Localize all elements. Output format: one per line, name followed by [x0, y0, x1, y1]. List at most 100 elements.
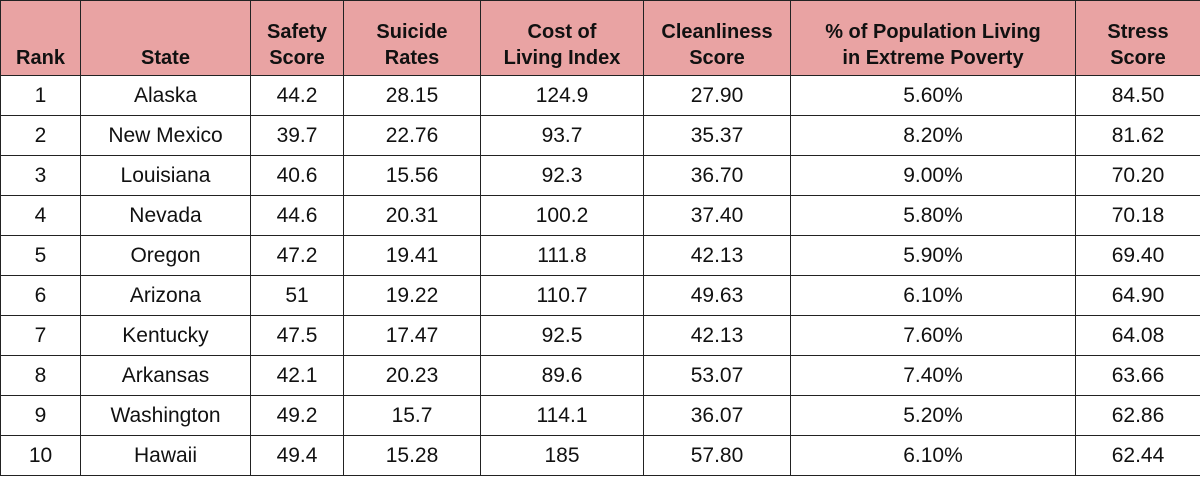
table-cell: Washington	[80, 395, 251, 436]
table-cell: 84.50	[1075, 75, 1200, 116]
table-cell: 7.60%	[790, 315, 1076, 356]
table-cell: 114.1	[480, 395, 644, 436]
table-cell: 5.20%	[790, 395, 1076, 436]
table-cell: 70.20	[1075, 155, 1200, 196]
table-cell: 15.56	[343, 155, 481, 196]
table-cell: 5.80%	[790, 195, 1076, 236]
table-cell: 5.60%	[790, 75, 1076, 116]
header-text: in Extreme Poverty	[842, 47, 1024, 69]
table-row: 3 Louisiana 40.6 15.56 92.3 36.70 9.00% 70.20	[0, 155, 1200, 196]
table-cell: 6.10%	[790, 435, 1076, 476]
header-text: Stress	[1107, 21, 1169, 43]
table-cell: 62.44	[1075, 435, 1200, 476]
header-text: State	[141, 47, 190, 69]
table-cell: Hawaii	[80, 435, 251, 476]
table-cell: 51	[250, 275, 344, 316]
table-row: 5 Oregon 47.2 19.41 111.8 42.13 5.90% 69.40	[0, 235, 1200, 276]
table-cell: 81.62	[1075, 115, 1200, 156]
table-cell: 111.8	[480, 235, 644, 276]
table-cell: 35.37	[643, 115, 791, 156]
header-text: Score	[689, 47, 745, 69]
header-text: % of Population Living	[825, 21, 1041, 43]
table-cell: 49.2	[250, 395, 344, 436]
table-cell: 20.23	[343, 355, 481, 396]
table-cell: 110.7	[480, 275, 644, 316]
table-cell: 15.28	[343, 435, 481, 476]
table-cell: 49.4	[250, 435, 344, 476]
table-cell: 92.5	[480, 315, 644, 356]
table-cell: Alaska	[80, 75, 251, 116]
table-cell: 70.18	[1075, 195, 1200, 236]
table-row: 6 Arizona 51 19.22 110.7 49.63 6.10% 64.90	[0, 275, 1200, 316]
table-row: 2 New Mexico 39.7 22.76 93.7 35.37 8.20% 81.62	[0, 115, 1200, 156]
table-cell: 64.08	[1075, 315, 1200, 356]
table-body: 1 Alaska 44.2 28.15 124.9 27.90 5.60% 84.50 2 New…	[0, 75, 1200, 476]
table-cell: 44.2	[250, 75, 344, 116]
table-cell: 39.7	[250, 115, 344, 156]
header-cell: Suicide Rates	[343, 0, 481, 76]
table-cell: 5	[0, 235, 81, 276]
table-cell: 47.2	[250, 235, 344, 276]
table-cell: 93.7	[480, 115, 644, 156]
table-cell: 92.3	[480, 155, 644, 196]
table-cell: 37.40	[643, 195, 791, 236]
header-cell: % of Population Living in Extreme Poverty	[790, 0, 1076, 76]
table-cell: 9.00%	[790, 155, 1076, 196]
table-cell: 36.07	[643, 395, 791, 436]
table-cell: 19.41	[343, 235, 481, 276]
table-cell: 49.63	[643, 275, 791, 316]
table-cell: 28.15	[343, 75, 481, 116]
header-cell: Cleanliness Score	[643, 0, 791, 76]
table-cell: 53.07	[643, 355, 791, 396]
table-cell: 6.10%	[790, 275, 1076, 316]
table-cell: 19.22	[343, 275, 481, 316]
header-text: Score	[1110, 47, 1166, 69]
table-cell: 44.6	[250, 195, 344, 236]
table-cell: New Mexico	[80, 115, 251, 156]
table-cell: 6	[0, 275, 81, 316]
table-cell: 17.47	[343, 315, 481, 356]
table-cell: 57.80	[643, 435, 791, 476]
table-cell: 63.66	[1075, 355, 1200, 396]
table-cell: 27.90	[643, 75, 791, 116]
table-cell: 4	[0, 195, 81, 236]
header-text: Suicide	[376, 21, 448, 43]
header-cell: Rank	[0, 0, 81, 76]
table-cell: Oregon	[80, 235, 251, 276]
table-row: 9 Washington 49.2 15.7 114.1 36.07 5.20% 62.86	[0, 395, 1200, 436]
table-cell: Kentucky	[80, 315, 251, 356]
table-cell: 7.40%	[790, 355, 1076, 396]
table-cell: 42.13	[643, 315, 791, 356]
table-cell: Arkansas	[80, 355, 251, 396]
table-cell: Louisiana	[80, 155, 251, 196]
table-row: 7 Kentucky 47.5 17.47 92.5 42.13 7.60% 64.08	[0, 315, 1200, 356]
table-cell: 40.6	[250, 155, 344, 196]
table-cell: 62.86	[1075, 395, 1200, 436]
table-cell: 42.1	[250, 355, 344, 396]
table-cell: 3	[0, 155, 81, 196]
header-cell: Safety Score	[250, 0, 344, 76]
table-cell: 15.7	[343, 395, 481, 436]
table-cell: 69.40	[1075, 235, 1200, 276]
header-text: Cleanliness	[661, 21, 773, 43]
table-cell: Arizona	[80, 275, 251, 316]
table-cell: 22.76	[343, 115, 481, 156]
table-cell: 185	[480, 435, 644, 476]
header-text: Rates	[384, 47, 440, 69]
table-cell: 20.31	[343, 195, 481, 236]
header-text: Rank	[16, 47, 65, 69]
table-cell: 7	[0, 315, 81, 356]
table-cell: 100.2	[480, 195, 644, 236]
header-cell: Stress Score	[1075, 0, 1200, 76]
header-cell: State	[80, 0, 251, 76]
table-cell: 1	[0, 75, 81, 116]
table-cell: 8.20%	[790, 115, 1076, 156]
table-cell: 47.5	[250, 315, 344, 356]
table-row: 4 Nevada 44.6 20.31 100.2 37.40 5.80% 70.18	[0, 195, 1200, 236]
header-text: Living Index	[503, 47, 621, 69]
header-text: Cost of	[527, 21, 597, 43]
header-text: Safety	[266, 21, 328, 43]
table-cell: 9	[0, 395, 81, 436]
